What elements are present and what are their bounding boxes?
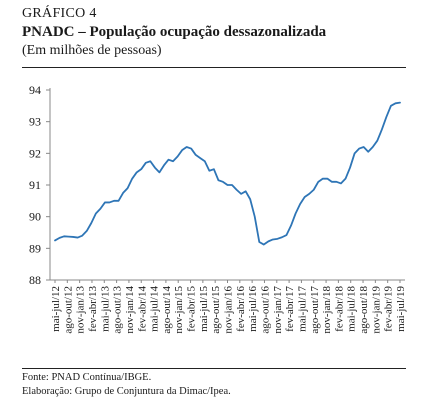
series-line — [54, 101, 401, 246]
y-tick-label: 93 — [29, 115, 41, 129]
y-tick-label: 91 — [29, 178, 41, 192]
y-tick-label: 89 — [29, 241, 41, 255]
x-tick-label: mai-jul/15 — [198, 286, 210, 332]
y-tick-label: 94 — [29, 83, 41, 97]
x-tick-label: nov-jan/14 — [124, 286, 136, 334]
y-tick-label: 90 — [29, 210, 41, 224]
chart-footer: Fonte: PNAD Contínua/IBGE. Elaboração: G… — [22, 371, 231, 399]
x-tick-label: mai-jul/17 — [296, 286, 308, 332]
chart-title: PNADC – População ocupação dessazonaliza… — [22, 24, 327, 40]
y-tick-label: 92 — [29, 146, 41, 160]
x-tick-label: mai-jul/12 — [50, 286, 62, 332]
chart-subtitle: (Em milhões de pessoas) — [22, 43, 162, 58]
series — [54, 101, 401, 246]
x-tick-label: ago-out/12 — [62, 286, 74, 334]
x-tick-label: mai-jul/14 — [149, 286, 161, 332]
x-tick-label: fev-abr/16 — [235, 286, 247, 332]
x-tick-label: mai-jul/16 — [247, 286, 259, 332]
bottom-rule — [22, 368, 406, 369]
elaboration-note: Elaboração: Grupo de Conjuntura da Dimac… — [22, 386, 231, 397]
x-tick-label: nov-jan/19 — [370, 286, 382, 334]
x-tick-label: fev-abr/18 — [333, 286, 345, 332]
x-tick-label: nov-jan/15 — [173, 286, 185, 334]
x-tick-label: fev-abr/14 — [136, 286, 148, 332]
chart-header: GRÁFICO 4 PNADC – População ocupação des… — [22, 5, 412, 60]
x-tick-label: fev-abr/15 — [186, 286, 198, 332]
x-tick-label: fev-abr/17 — [284, 286, 296, 332]
x-tick-label: fev-abr/13 — [87, 286, 99, 332]
x-tick-label: ago-out/18 — [358, 286, 370, 334]
x-tick-label: nov-jan/17 — [272, 286, 284, 334]
x-tick-label: ago-out/14 — [161, 286, 173, 334]
x-tick-label: ago-out/17 — [309, 286, 321, 334]
x-tick-label: mai-jul/18 — [346, 286, 358, 332]
x-tick-label: ago-out/16 — [259, 286, 271, 334]
x-tick-label: fev-abr/19 — [383, 286, 395, 332]
top-rule — [22, 67, 406, 68]
x-tick-label: mai-jul/19 — [395, 286, 407, 332]
x-tick-label: nov-jan/13 — [75, 286, 87, 334]
y-tick-label: 88 — [29, 273, 41, 287]
x-tick-label: mai-jul/13 — [99, 286, 111, 332]
y-axis: 88 89 90 91 92 93 94 — [29, 83, 51, 287]
x-tick-label: nov-jan/16 — [223, 286, 235, 334]
x-tick-label: ago-out/13 — [112, 286, 124, 334]
source-note: Fonte: PNAD Contínua/IBGE. — [22, 372, 152, 383]
figure-label: GRÁFICO 4 — [22, 6, 97, 21]
x-axis: mai-jul/12 ago-out/12 nov-jan/13 fev-abr/13… — [50, 279, 407, 334]
x-tick-label: nov-jan/18 — [321, 286, 333, 334]
x-tick-label: ago-out/15 — [210, 286, 222, 334]
